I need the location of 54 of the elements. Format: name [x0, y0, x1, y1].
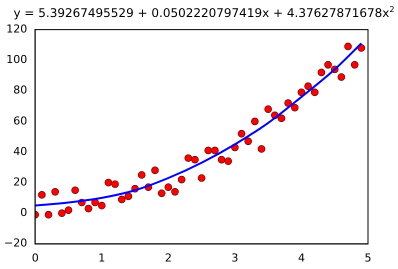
- point: [224, 157, 232, 165]
- y-tick-label: 0: [20, 206, 28, 220]
- point: [138, 171, 146, 179]
- point: [258, 145, 266, 153]
- point: [211, 146, 219, 154]
- point: [171, 188, 179, 196]
- point: [51, 188, 59, 196]
- point: [191, 156, 199, 164]
- x-tick-label: 3: [231, 251, 238, 264]
- x-tick-label: 0: [32, 251, 39, 264]
- point: [204, 146, 212, 154]
- y-tick-label: 100: [6, 53, 28, 66]
- point: [178, 176, 186, 184]
- point: [310, 88, 319, 96]
- point: [44, 210, 52, 219]
- point: [251, 118, 259, 126]
- x-tick-label: 4: [298, 251, 305, 264]
- point: [164, 183, 172, 191]
- point: [324, 60, 332, 69]
- point: [238, 130, 246, 138]
- point: [64, 206, 72, 214]
- point: [151, 166, 159, 174]
- point: [344, 42, 352, 50]
- point: [244, 137, 252, 146]
- point: [350, 60, 358, 69]
- x-tick-label: 2: [164, 251, 172, 264]
- chart-title: y = 5.39267495529 + 0.0502220797419x + 4.37627871678x$^{2}$: [12, 4, 396, 20]
- x-tick-label: 1: [98, 251, 106, 264]
- point: [124, 192, 132, 200]
- point: [278, 114, 286, 122]
- y-tick-label: 60: [13, 114, 28, 128]
- point: [118, 196, 126, 204]
- point: [290, 104, 299, 112]
- point: [38, 191, 46, 199]
- y-tick-label: 120: [6, 22, 28, 36]
- y-tick-label: −20: [4, 236, 28, 250]
- point: [104, 178, 112, 186]
- point: [304, 82, 312, 90]
- x-tick-label: 5: [364, 251, 372, 264]
- point: [264, 105, 272, 113]
- point: [84, 204, 92, 212]
- point: [198, 174, 206, 182]
- point: [98, 202, 106, 210]
- point: [158, 190, 166, 198]
- point: [71, 186, 79, 194]
- y-tick-label: 80: [13, 84, 28, 97]
- point: [338, 73, 346, 81]
- point: [218, 156, 226, 164]
- y-tick-label: 20: [13, 175, 28, 188]
- point: [184, 154, 192, 162]
- point: [318, 68, 326, 76]
- point: [111, 180, 119, 188]
- y-tick-label: 40: [13, 144, 28, 158]
- point: [58, 209, 66, 217]
